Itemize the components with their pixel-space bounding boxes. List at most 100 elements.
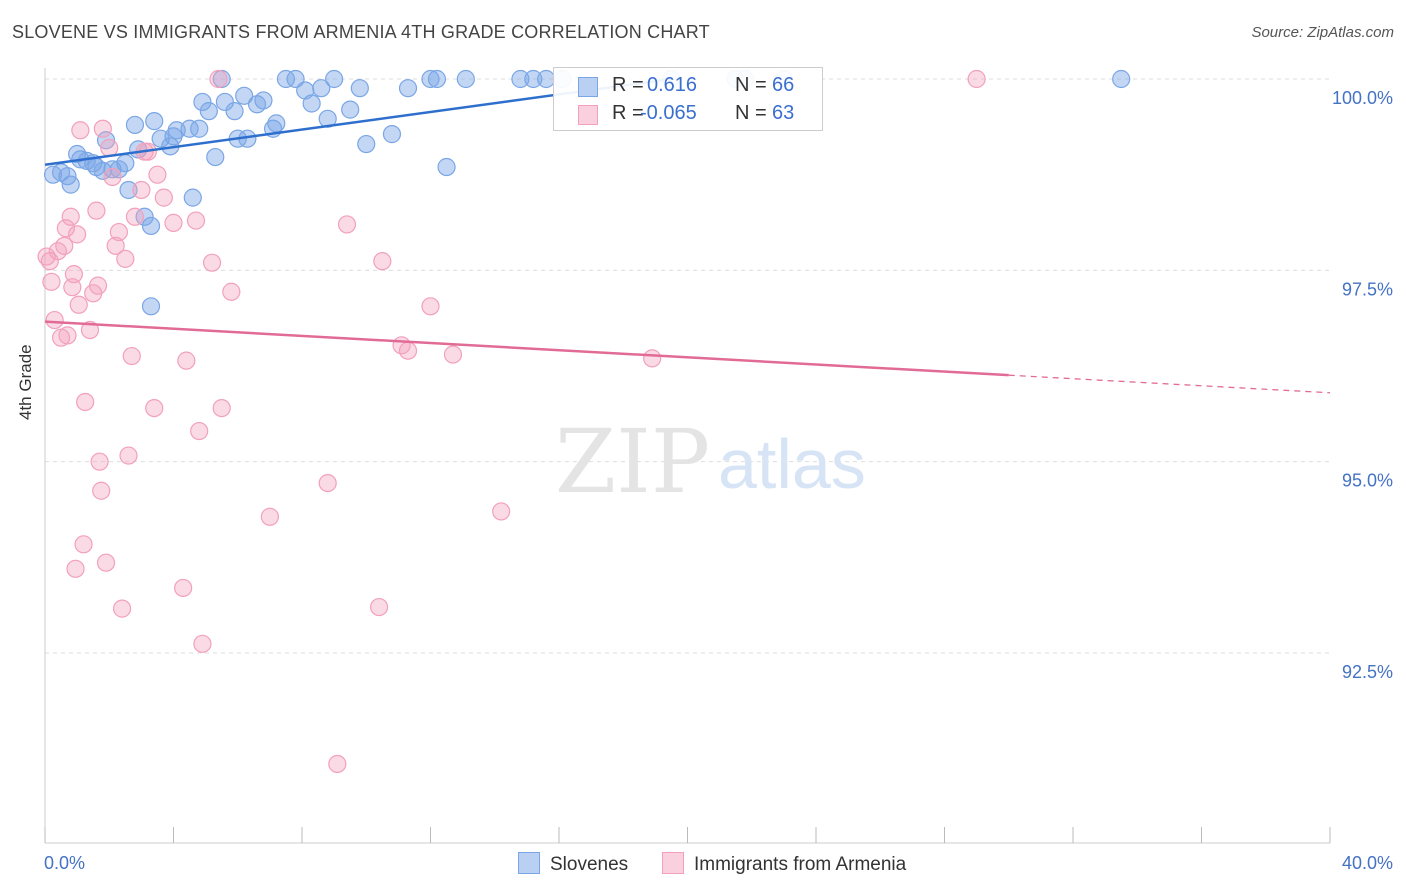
y-tick-label: 100.0% xyxy=(1332,88,1393,108)
slovenes-point xyxy=(325,69,344,89)
armenia-point xyxy=(88,276,108,295)
armenia-point xyxy=(68,225,87,244)
slovenes-point xyxy=(125,115,145,135)
armenia-point xyxy=(92,481,111,500)
armenia-trend-line xyxy=(44,320,1009,377)
slovenes-point xyxy=(524,69,543,89)
legend-item-armenia[interactable]: Immigrants from Armenia xyxy=(662,852,906,876)
r-label: R = xyxy=(612,102,644,124)
n-label: N = xyxy=(735,102,767,124)
slovenes-point xyxy=(199,102,218,121)
armenia-point xyxy=(328,754,347,774)
x-tick-label-max: 40.0% xyxy=(1342,853,1393,873)
armenia-point xyxy=(80,320,100,340)
slovenes-point xyxy=(183,188,202,207)
armenia-point xyxy=(45,310,64,330)
legend-item-slovenes[interactable]: Slovenes xyxy=(518,852,628,876)
armenia-n-value: 63 xyxy=(772,102,795,124)
armenia-point xyxy=(122,346,141,366)
armenia-point xyxy=(100,138,119,157)
slovenes-swatch xyxy=(578,77,598,97)
armenia-point xyxy=(164,213,183,232)
armenia-point xyxy=(209,69,228,89)
armenia-point xyxy=(76,392,95,412)
armenia-point xyxy=(109,222,128,242)
slovenes-point xyxy=(190,119,209,138)
slovenes-point xyxy=(135,207,154,226)
armenia-point xyxy=(212,398,231,418)
armenia-point xyxy=(106,236,125,255)
armenia-point xyxy=(398,341,418,360)
slovenes-legend-label: Slovenes xyxy=(550,854,629,875)
slovenes-points xyxy=(43,69,1131,316)
armenia-point xyxy=(222,282,241,301)
armenia-point xyxy=(112,599,132,618)
armenia-point xyxy=(370,597,389,617)
slovenes-point xyxy=(68,144,87,164)
slovenes-point xyxy=(302,94,321,113)
slovenes-point xyxy=(235,86,254,105)
slovenes-point xyxy=(437,157,456,177)
armenia-point xyxy=(193,634,212,653)
grid-lines xyxy=(45,78,1330,654)
armenia-point xyxy=(58,326,77,345)
armenia-point xyxy=(967,69,986,89)
armenia-legend-label: Immigrants from Armenia xyxy=(694,854,907,875)
slovenes-point xyxy=(350,79,369,98)
slovenes-point xyxy=(193,92,212,112)
slovenes-point xyxy=(180,119,199,138)
slovenes-point xyxy=(215,92,234,112)
armenia-point xyxy=(90,452,109,471)
armenia-trend-extension xyxy=(1008,374,1331,394)
n-label: N = xyxy=(735,74,767,96)
slovenes-point xyxy=(145,111,164,131)
armenia-point xyxy=(63,278,82,297)
armenia-point xyxy=(148,165,167,184)
slovenes-point xyxy=(206,147,225,167)
y-tick-label: 95.0% xyxy=(1342,471,1393,491)
slovenes-point xyxy=(421,69,440,89)
slovenes-point xyxy=(382,125,402,144)
slovenes-point xyxy=(254,91,273,110)
armenia-point xyxy=(125,207,145,226)
armenia-point xyxy=(190,421,209,441)
slovenes-point xyxy=(267,114,286,133)
slovenes-point xyxy=(141,216,161,236)
armenia-point xyxy=(643,349,662,368)
slovenes-point xyxy=(341,100,360,119)
armenia-point xyxy=(186,211,206,230)
r-label: R = xyxy=(612,74,644,96)
armenia-point xyxy=(260,507,279,526)
armenia-point xyxy=(421,297,440,316)
armenia-point xyxy=(103,167,122,187)
slovenes-point xyxy=(141,297,161,316)
source-label: Source: ZipAtlas.com xyxy=(1251,24,1394,41)
slovenes-point xyxy=(456,69,475,89)
armenia-point xyxy=(42,272,61,291)
armenia-point xyxy=(492,502,511,521)
armenia-point xyxy=(96,553,116,572)
armenia-point xyxy=(55,236,74,255)
x-tick-label-min: 0.0% xyxy=(44,853,85,873)
slovenes-point xyxy=(511,69,530,89)
slovenes-r-value: 0.616 xyxy=(647,74,698,96)
armenia-point xyxy=(145,398,164,418)
axes xyxy=(44,68,1331,844)
slovenes-point xyxy=(312,79,331,98)
armenia-point xyxy=(56,219,75,238)
y-tick-label: 97.5% xyxy=(1342,279,1393,299)
armenia-point xyxy=(177,351,196,370)
armenia-point xyxy=(74,535,93,554)
armenia-point xyxy=(318,473,337,493)
y-tick-label: 92.5% xyxy=(1342,662,1393,682)
slovenes-point xyxy=(225,102,244,121)
armenia-swatch xyxy=(578,105,598,125)
slovenes-n-value: 66 xyxy=(772,74,795,96)
slovenes-legend-swatch xyxy=(518,852,540,874)
watermark-atlas: atlas xyxy=(718,425,866,503)
watermark: ZIP atlas xyxy=(555,410,866,513)
slovenes-point xyxy=(1112,69,1131,89)
armenia-point xyxy=(132,180,151,200)
correlation-legend: R = 0.616 N = 66 R = -0.065 N = 63 xyxy=(553,67,823,131)
